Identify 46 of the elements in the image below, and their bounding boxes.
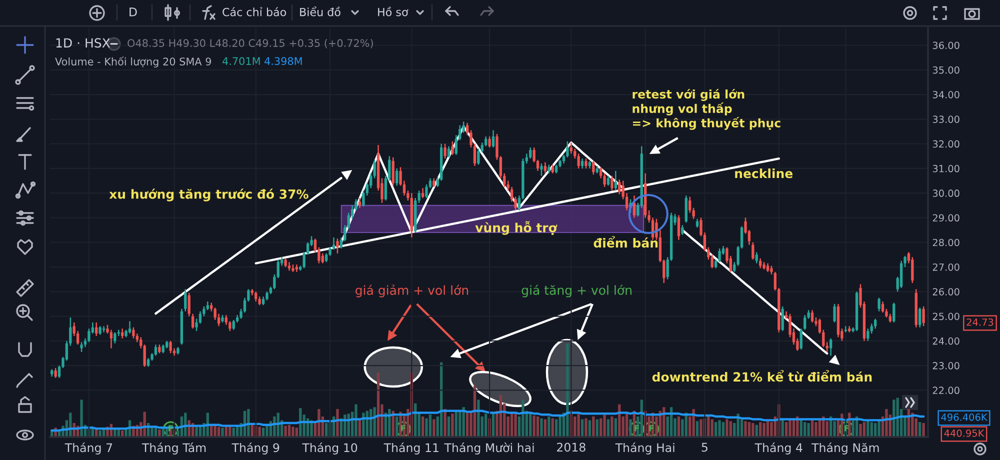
text: Hồ sơ: [378, 6, 408, 16]
x-tick-label: Tháng 10: [302, 442, 358, 454]
text: 24.73: [966, 318, 994, 326]
text: 496.406K: [941, 413, 988, 421]
text: Các chỉ báo: [222, 7, 286, 16]
chart-title: Volume - Khối lượng 20 SMA 9: [55, 56, 212, 68]
y-tick-label: 34.00: [932, 91, 960, 98]
x-tick-label: 2018: [557, 442, 586, 452]
y-tick-label: 28.00: [932, 238, 960, 246]
text: D: [130, 8, 137, 16]
annotation: retest với giá lớn nhưng vol thấp => không thuyết phục: [632, 89, 780, 130]
y-tick-label: 22.00: [932, 386, 960, 394]
annotation: 4.398M: [264, 57, 302, 66]
band-label: vùng hỗ trợ: [475, 221, 558, 235]
y-tick-label: 32.00: [932, 140, 960, 148]
x-tick-label: Tháng Hai: [615, 442, 674, 454]
y-tick-label: 25.00: [932, 312, 960, 320]
annotation: O48.35 H49.30 L48.20 C49.15 +0.35 (+0.72%): [128, 38, 373, 48]
x-tick-label: Tháng Năm: [812, 442, 879, 454]
series-label: neckline: [735, 168, 793, 178]
annotation: điểm bán: [594, 236, 658, 248]
x-tick-label: Tháng 9: [232, 442, 280, 454]
y-tick-label: 33.00: [932, 116, 960, 123]
text: 440.95K: [944, 429, 984, 437]
annotation: giá giảm + vol lớn: [356, 284, 468, 298]
y-tick-label: 31.00: [932, 164, 960, 172]
y-tick-label: 35.00: [932, 66, 960, 74]
y-tick-label: 23.00: [932, 362, 960, 370]
annotation: 4.701M: [222, 57, 260, 66]
y-tick-label: 24.00: [932, 337, 960, 345]
x-tick-label: Tháng Tám: [142, 442, 206, 454]
x-tick-label: Tháng Mười hai: [444, 442, 534, 454]
y-tick-label: 30.00: [932, 190, 960, 197]
y-tick-label: 26.00: [932, 288, 960, 296]
x-tick-label: Tháng 11: [384, 442, 438, 454]
y-tick-label: 36.00: [932, 42, 960, 50]
annotation: xu hướng tăng trước đó 37%: [109, 188, 308, 202]
x-tick-label: 5: [702, 442, 708, 452]
x-tick-label: Tháng 7: [64, 442, 112, 454]
text: Biểu đồ: [300, 6, 340, 16]
annotation: downtrend 21% kể từ điểm bán: [652, 370, 872, 382]
text: 1D · HSX: [56, 38, 110, 48]
y-tick-label: 29.00: [932, 214, 960, 222]
x-tick-label: Tháng 4: [754, 442, 802, 454]
annotation: giá tăng + vol lớn: [522, 284, 632, 298]
y-tick-label: 27.00: [932, 263, 960, 271]
